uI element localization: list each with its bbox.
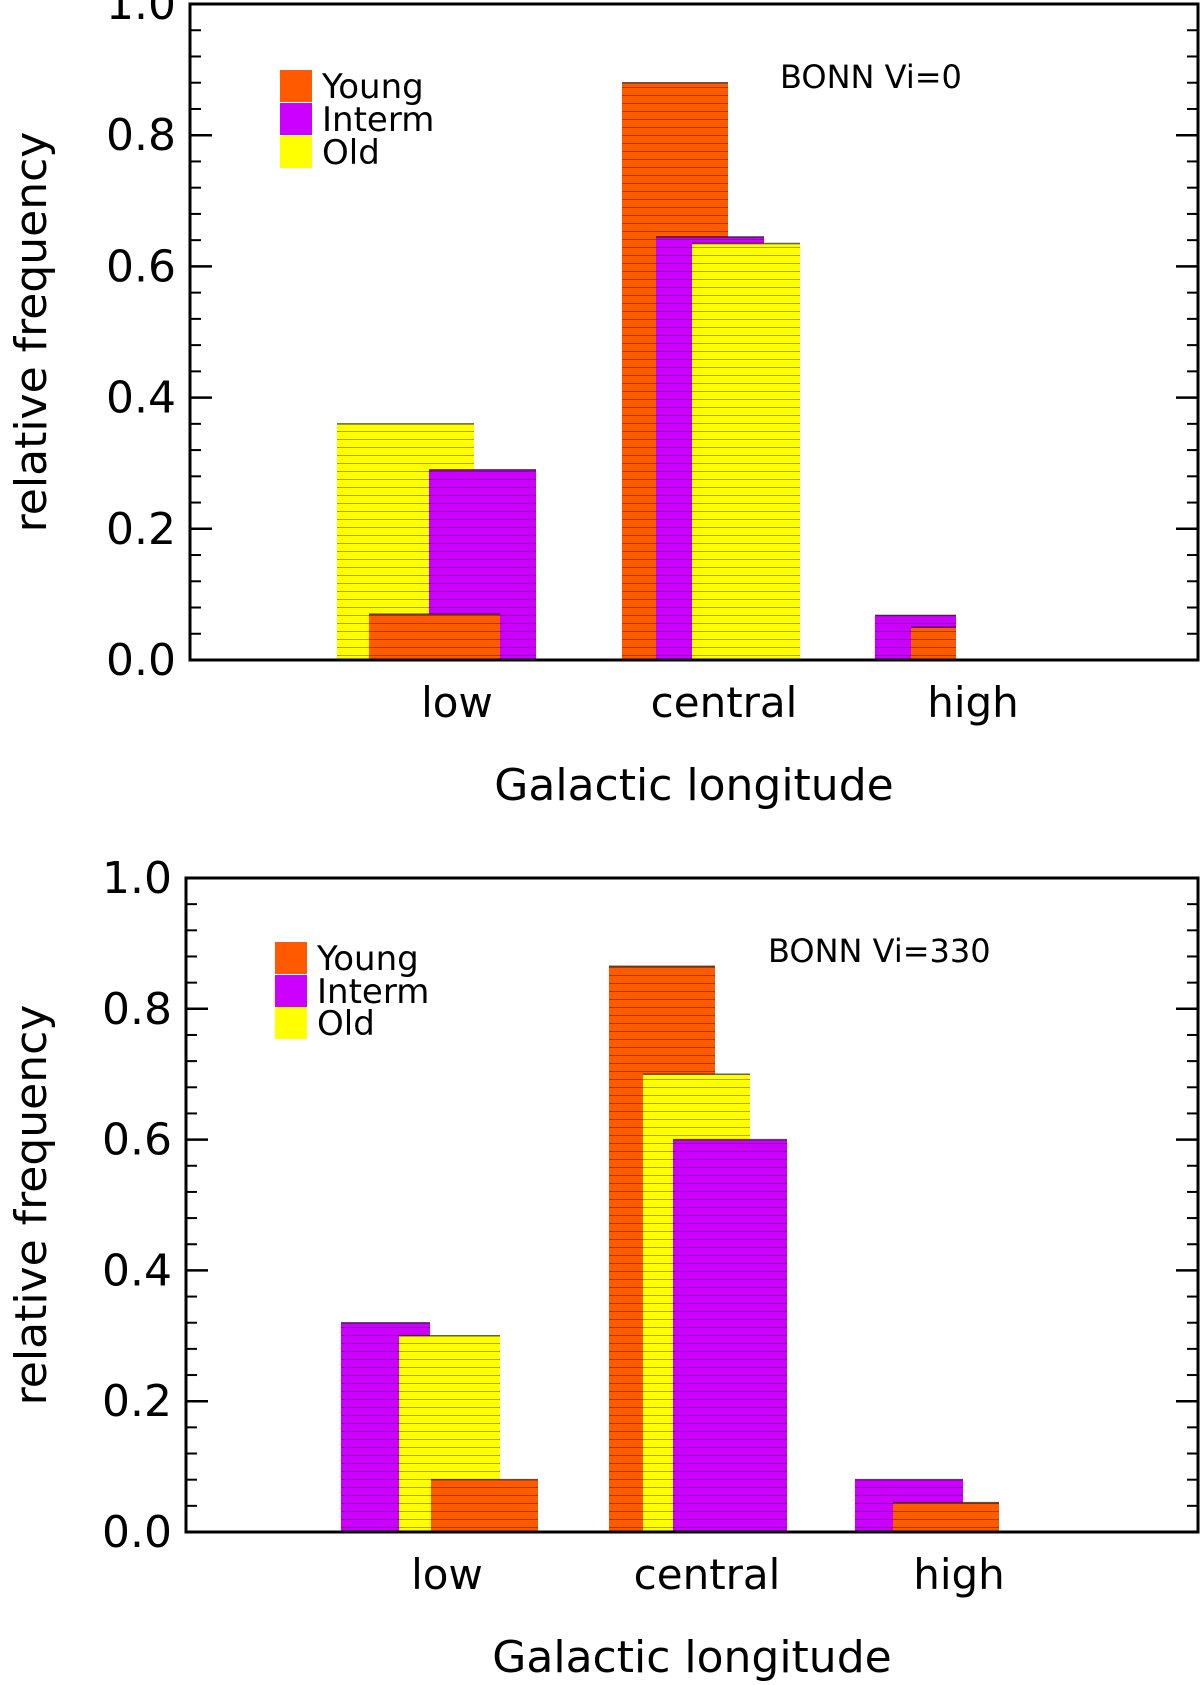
y-tick-label: 1.0 bbox=[106, 0, 176, 30]
chart-annotation: BONN Vi=0 bbox=[780, 58, 962, 96]
y-axis-label: relative frequency bbox=[6, 1005, 57, 1406]
legend-swatch-interm bbox=[275, 975, 307, 1007]
bar-low-young-hatch bbox=[369, 614, 500, 660]
chart-annotation: BONN Vi=330 bbox=[768, 932, 991, 970]
y-tick-label: 1.0 bbox=[102, 853, 172, 904]
y-axis-ticks: 0.0 0.2 0.4 0.6 0.8 1.0 bbox=[106, 0, 1198, 686]
y-tick-label: 0.6 bbox=[102, 1115, 172, 1166]
y-axis-ticks: 0.0 0.2 0.4 0.6 0.8 1.0 bbox=[102, 853, 1198, 1558]
x-category-label: high bbox=[913, 1550, 1005, 1599]
bar-low-young bbox=[369, 613, 500, 660]
legend-label-old: Old bbox=[317, 1004, 375, 1044]
x-axis-label: Galactic longitude bbox=[494, 760, 893, 811]
chart-panel-1: 0.0 0.2 0.4 0.6 0.8 1.0 low central high Galactic… bbox=[6, 0, 1200, 811]
legend-label-young: Young bbox=[321, 67, 424, 107]
bar-high-young-hatch bbox=[911, 627, 956, 660]
y-tick-label: 0.4 bbox=[106, 373, 176, 424]
y-tick-label: 0.6 bbox=[106, 241, 176, 292]
y-tick-label: 0.8 bbox=[106, 110, 176, 161]
y-tick-label: 0.4 bbox=[102, 1245, 172, 1296]
chart-panel-2: 0.0 0.2 0.4 0.6 0.8 1.0 low central high Galactic… bbox=[6, 853, 1200, 1683]
y-tick-label: 0.2 bbox=[106, 504, 176, 555]
x-category-label: central bbox=[634, 1550, 781, 1599]
legend-label-old: Old bbox=[322, 133, 380, 173]
y-axis-label: relative frequency bbox=[6, 132, 57, 533]
bar-high-young bbox=[893, 1501, 999, 1532]
legend-label-young: Young bbox=[316, 939, 419, 979]
legend-swatch-interm bbox=[280, 103, 312, 135]
legend-label-interm: Interm bbox=[317, 972, 429, 1012]
bar-central-old-hatch bbox=[692, 243, 800, 660]
x-category-label: low bbox=[411, 1550, 483, 1599]
legend-swatch-old bbox=[280, 136, 312, 168]
legend-label-interm: Interm bbox=[322, 100, 434, 140]
y-tick-label: 0.2 bbox=[102, 1376, 172, 1427]
x-category-label: low bbox=[421, 678, 493, 727]
bar-high-young bbox=[911, 626, 956, 660]
bar-central-old bbox=[692, 242, 800, 660]
legend-swatch-young bbox=[280, 70, 312, 102]
legend-swatch-young bbox=[275, 942, 307, 974]
bar-central-interm-hatch bbox=[673, 1139, 787, 1532]
legend-swatch-old bbox=[275, 1007, 307, 1039]
y-tick-label: 0.8 bbox=[102, 984, 172, 1035]
bar-low-young-hatch bbox=[431, 1479, 538, 1532]
x-axis-label: Galactic longitude bbox=[492, 1632, 891, 1683]
plot-frame bbox=[184, 876, 1200, 1534]
y-tick-label: 0.0 bbox=[102, 1507, 172, 1558]
x-category-label: central bbox=[651, 678, 798, 727]
x-category-label: high bbox=[927, 678, 1019, 727]
y-tick-label: 0.0 bbox=[106, 635, 176, 686]
bar-low-young bbox=[431, 1478, 538, 1532]
plot-frame bbox=[188, 2, 1200, 662]
bar-central-interm bbox=[673, 1138, 787, 1532]
bar-high-young-hatch bbox=[893, 1502, 999, 1532]
panels: 0.0 0.2 0.4 0.6 0.8 1.0 low central high Galactic… bbox=[6, 0, 1200, 1683]
